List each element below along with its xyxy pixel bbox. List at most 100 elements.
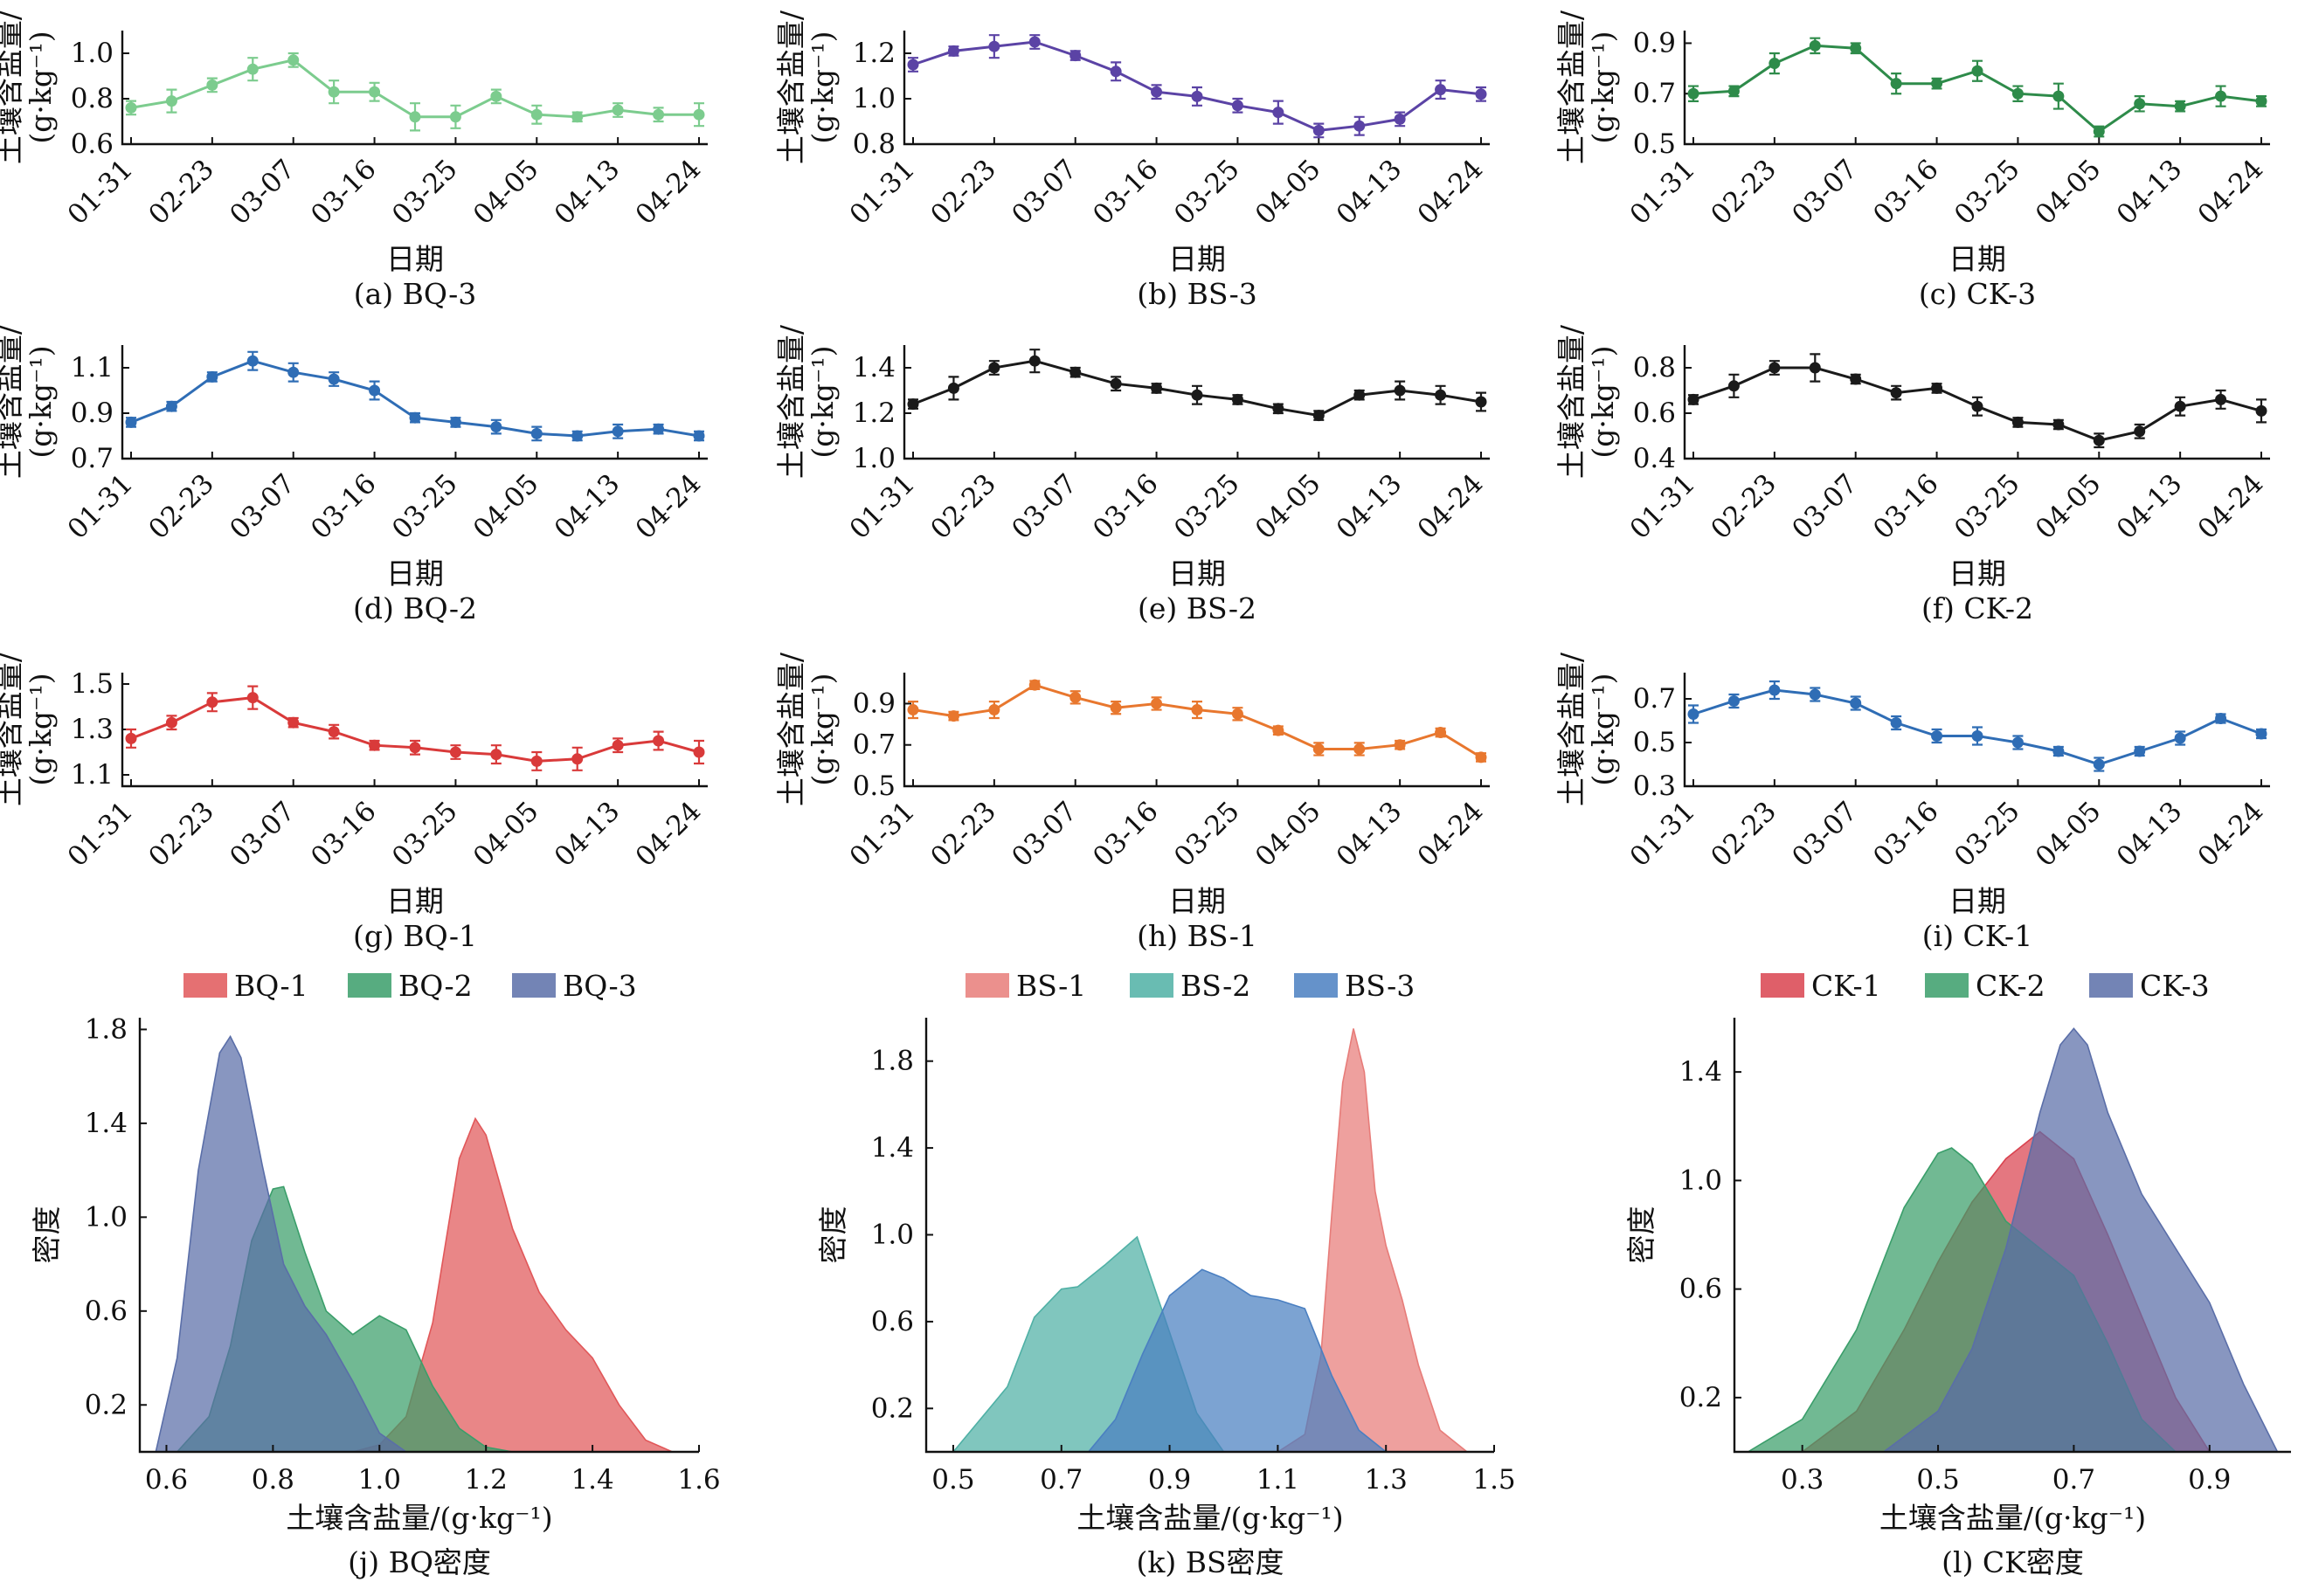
x-tick-label: 03-16 <box>305 154 383 231</box>
data-point <box>2255 95 2267 107</box>
data-point <box>2174 400 2186 412</box>
y-tick-label: 0.6 <box>1633 397 1676 429</box>
data-point <box>1069 366 1082 378</box>
legend-swatch <box>2089 973 2133 998</box>
data-point <box>1971 65 1983 77</box>
y-tick-label: 1.0 <box>871 1219 914 1251</box>
y-axis-unit: (g·kg⁻¹) <box>806 345 840 458</box>
x-tick-label: 03-16 <box>305 796 383 874</box>
data-point <box>2255 728 2267 740</box>
x-tick-label: 01-31 <box>62 468 140 546</box>
x-tick-label: 04-05 <box>2030 796 2108 874</box>
legend-swatch <box>1130 973 1173 998</box>
y-tick-label: 0.6 <box>85 1295 128 1327</box>
y-tick-label: 0.7 <box>853 729 896 761</box>
data-point <box>1809 39 1821 52</box>
legend-label: CK-2 <box>1976 969 2045 1003</box>
y-tick-label: 0.9 <box>1633 27 1676 59</box>
data-point <box>1475 88 1487 100</box>
legend-swatch <box>1761 973 1804 998</box>
x-tick-label: 03-25 <box>1948 154 2026 231</box>
data-point <box>449 111 461 123</box>
panel-caption: (g) BQ-1 <box>353 919 477 953</box>
x-tick-label: 03-16 <box>305 468 383 546</box>
x-tick-label: 03-16 <box>1867 796 1945 874</box>
chart-panel-g: 1.11.31.501-31 02-23 03-07 03-16 03-25 04-05 0… <box>0 652 708 953</box>
x-tick-label: 01-31 <box>844 796 922 874</box>
data-point <box>2255 404 2267 417</box>
data-point <box>1069 50 1082 62</box>
data-point <box>907 398 919 411</box>
legend-label: BQ-3 <box>563 969 637 1003</box>
data-point <box>693 108 705 121</box>
panel-caption: (j) BQ密度 <box>348 1545 491 1579</box>
x-axis-label: 日期 <box>1948 242 2006 276</box>
data-point <box>490 749 502 761</box>
panel-caption: (d) BQ-2 <box>353 591 477 625</box>
data-point <box>571 430 584 442</box>
x-tick-label: 01-31 <box>1624 796 1702 874</box>
y-tick-label: 1.0 <box>1679 1164 1722 1196</box>
data-point <box>206 79 218 91</box>
data-point <box>2215 713 2227 724</box>
data-point <box>409 111 421 123</box>
x-tick-label: 1.5 <box>1472 1464 1515 1496</box>
data-point <box>1272 107 1284 119</box>
legend-label: CK-1 <box>1811 969 1881 1003</box>
x-axis-label: 土壤含盐量/(g·kg⁻¹) <box>286 1501 552 1535</box>
y-axis-label: 密度 <box>30 1206 64 1264</box>
data-point <box>2215 90 2227 102</box>
x-tick-label: 04-05 <box>467 796 545 874</box>
legend-label: BQ-1 <box>234 969 308 1003</box>
x-tick-label: 04-05 <box>2030 154 2108 231</box>
x-tick-label: 02-23 <box>1705 468 1782 546</box>
data-point <box>1312 410 1325 422</box>
x-tick-label: 03-16 <box>1087 154 1165 231</box>
y-tick-label: 0.5 <box>853 770 896 802</box>
x-tick-label: 01-31 <box>62 154 140 231</box>
y-tick-label: 1.2 <box>853 38 896 69</box>
data-point <box>1272 724 1284 736</box>
x-tick-label: 0.6 <box>145 1464 188 1496</box>
x-tick-label: 04-24 <box>2192 796 2270 874</box>
density-panel-l: 0.2 0.6 1.0 1.4 0.3 0.5 0.7 0.9 密度土壤含盐量/(g·kg⁻¹)… <box>1624 969 2291 1579</box>
data-point <box>1687 708 1699 720</box>
x-tick-label: 03-25 <box>386 154 464 231</box>
axis-lines <box>121 673 708 788</box>
data-point <box>1151 382 1163 394</box>
data-point <box>1890 78 1902 90</box>
chart-panel-i: 0.30.50.701-31 02-23 03-07 03-16 03-25 04-05 0… <box>1554 652 2270 953</box>
x-tick-label: 04-05 <box>467 468 545 546</box>
x-tick-label: 04-24 <box>2192 154 2270 231</box>
data-point <box>530 755 543 767</box>
x-tick-label: 03-07 <box>1006 796 1083 874</box>
y-axis-label: 土壤含盐量/ <box>774 10 808 164</box>
x-tick-label: 02-23 <box>142 796 220 874</box>
legend-label: BQ-2 <box>398 969 473 1003</box>
x-tick-label: 04-24 <box>630 468 708 546</box>
panel-caption: (k) BS密度 <box>1136 1545 1284 1579</box>
x-tick-label: 04-13 <box>2111 468 2189 546</box>
y-axis-unit: (g·kg⁻¹) <box>24 345 58 458</box>
x-tick-label: 03-25 <box>386 468 464 546</box>
x-tick-label: 04-13 <box>549 154 626 231</box>
x-tick-label: 01-31 <box>844 154 922 231</box>
data-point <box>988 362 1000 374</box>
y-tick-label: 0.5 <box>1633 727 1676 758</box>
x-tick-label: 04-24 <box>630 796 708 874</box>
x-tick-label: 03-25 <box>1168 796 1246 874</box>
y-tick-label: 1.1 <box>71 759 114 791</box>
y-tick-label: 1.5 <box>71 668 114 700</box>
x-tick-label: 0.9 <box>1148 1464 1191 1496</box>
data-point <box>1727 85 1740 97</box>
y-tick-label: 1.3 <box>71 714 114 745</box>
data-point <box>1768 684 1781 696</box>
data-point <box>246 355 259 367</box>
y-tick-label: 1.1 <box>71 352 114 383</box>
y-tick-label: 1.4 <box>871 1132 914 1164</box>
chart-panel-d: 0.70.91.101-31 02-23 03-07 03-16 03-25 04-05 0… <box>0 324 708 625</box>
data-point <box>1110 701 1122 714</box>
y-tick-label: 0.6 <box>1679 1274 1722 1305</box>
x-tick-label: 03-16 <box>1087 796 1165 874</box>
